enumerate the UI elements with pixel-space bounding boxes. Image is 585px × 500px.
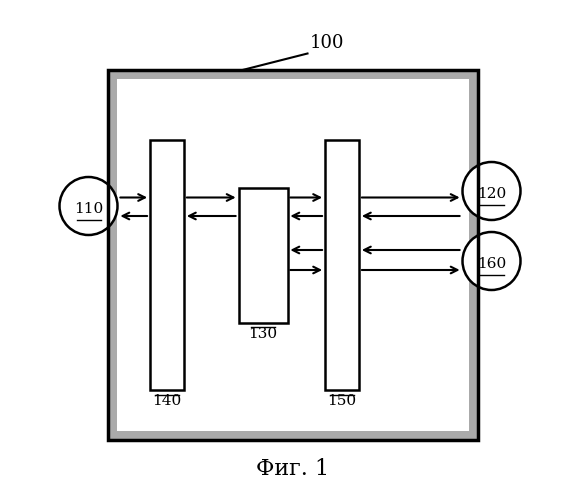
Text: 150: 150 (328, 394, 357, 408)
Text: 120: 120 (477, 187, 506, 201)
Bar (239, 188, 287, 322)
Text: Фиг. 1: Фиг. 1 (256, 458, 329, 480)
Circle shape (60, 177, 118, 235)
Bar (325, 140, 359, 390)
Bar (150, 140, 184, 390)
Text: 100: 100 (310, 34, 345, 52)
Text: 130: 130 (249, 326, 277, 340)
Bar (116, 79, 469, 431)
Text: 110: 110 (74, 202, 103, 216)
Text: 140: 140 (152, 394, 181, 408)
Circle shape (463, 162, 521, 220)
Bar (108, 70, 477, 440)
Bar (108, 70, 477, 440)
Circle shape (463, 232, 521, 290)
Text: 160: 160 (477, 257, 506, 271)
